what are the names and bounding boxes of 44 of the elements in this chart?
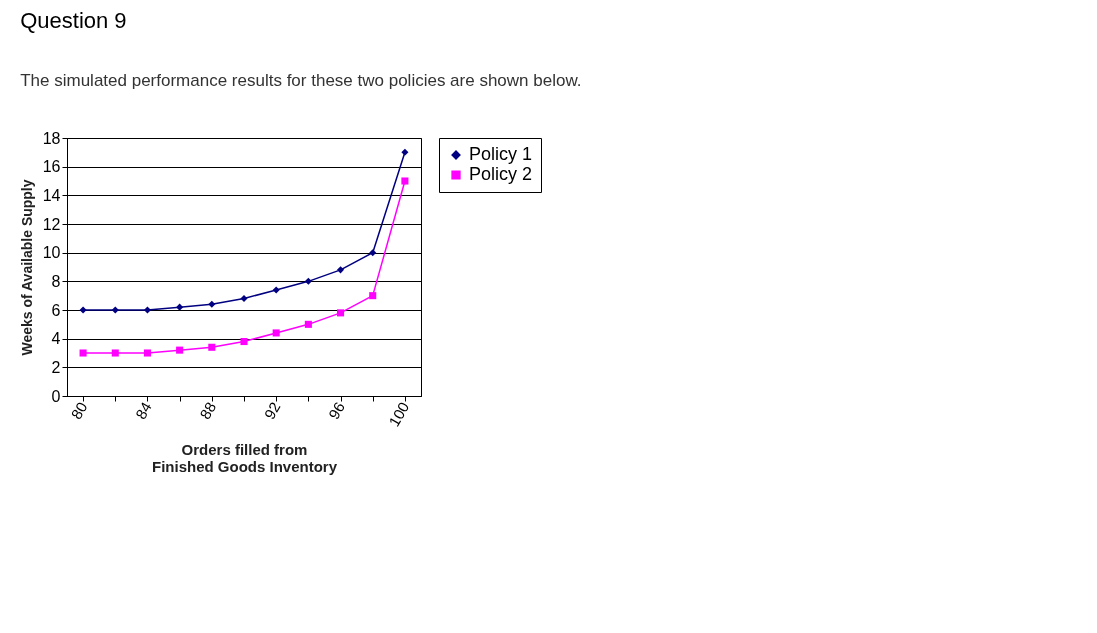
point [401, 148, 409, 156]
x-tick-label: 92 [260, 399, 284, 422]
y-tick-label: 12 [42, 215, 61, 233]
point [369, 249, 377, 257]
point [79, 349, 87, 357]
x-tick-label: 80 [67, 399, 91, 422]
y-tick-label: 2 [51, 358, 61, 376]
y-tick-label: 0 [51, 387, 61, 405]
point [240, 338, 248, 346]
legend-label: Policy 2 [469, 164, 533, 184]
point [369, 292, 377, 300]
point [401, 177, 409, 185]
point [337, 309, 345, 317]
y-tick-label: 14 [42, 186, 61, 204]
point [208, 300, 216, 308]
text: The simulated performance results for these two policies are shown below. [20, 71, 582, 90]
point [208, 343, 216, 351]
point [240, 295, 248, 303]
legend-label: Policy 1 [469, 144, 533, 164]
point [111, 306, 119, 314]
y-tick-label: 8 [51, 272, 61, 290]
x-tick-label: 100 [385, 399, 413, 430]
y-tick-label: 4 [51, 330, 61, 348]
y-tick-label: 16 [42, 158, 61, 176]
chart-title: Question 9 [20, 8, 127, 33]
point [272, 329, 280, 337]
point [143, 349, 151, 357]
point [79, 306, 87, 314]
x-axis-title: Orders filled from Finished Goods Inventory [151, 441, 338, 476]
y-tick-label: 6 [51, 301, 61, 319]
point [111, 349, 119, 357]
point [143, 306, 151, 314]
y-axis-title: Weeks of Available Supply [18, 179, 35, 356]
point [272, 286, 280, 294]
point [304, 320, 312, 328]
point [176, 346, 184, 354]
y-tick-label: 10 [42, 244, 61, 262]
point [176, 303, 184, 311]
y-tick-label: 18 [42, 129, 61, 147]
x-tick-label: 84 [131, 399, 155, 422]
x-tick-label: 96 [324, 399, 348, 422]
point [337, 266, 345, 274]
point [304, 277, 312, 285]
x-tick-label: 88 [196, 399, 220, 422]
